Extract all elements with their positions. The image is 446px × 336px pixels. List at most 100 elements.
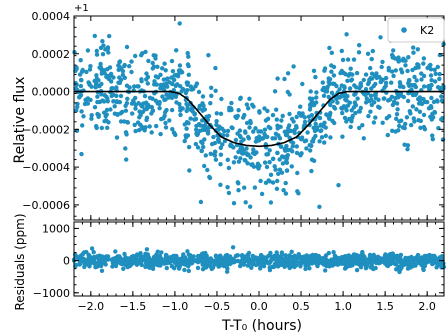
residual-point	[307, 266, 312, 271]
residual-point	[326, 250, 331, 256]
flux-point	[259, 191, 265, 197]
flux-point	[391, 48, 396, 53]
flux-point	[285, 128, 290, 133]
flux-point	[206, 113, 212, 119]
flux-point	[94, 52, 100, 57]
flux-point	[373, 81, 378, 87]
flux-point	[405, 98, 411, 104]
flux-point	[241, 115, 246, 120]
flux-point	[162, 113, 167, 119]
flux-point	[347, 100, 352, 105]
residual-point	[342, 266, 348, 271]
flux-point	[88, 97, 93, 103]
flux-point	[107, 33, 112, 39]
flux-point	[372, 100, 377, 105]
flux-point	[180, 106, 185, 111]
flux-point	[407, 78, 412, 83]
flux-point	[79, 78, 84, 83]
legend-marker	[401, 27, 407, 33]
flux-point	[421, 84, 427, 89]
flux-point	[312, 128, 318, 134]
flux-point	[125, 120, 131, 125]
flux-point	[250, 162, 255, 167]
flux-point	[437, 71, 442, 77]
flux-point	[233, 137, 239, 143]
residual-point	[96, 259, 101, 265]
flux-point	[338, 70, 343, 76]
flux-point	[283, 191, 289, 196]
x-tick-label: 0.0	[250, 300, 268, 313]
flux-point	[421, 61, 426, 66]
flux-point	[327, 45, 332, 51]
residual-point	[313, 252, 319, 258]
flux-point	[351, 57, 357, 62]
flux-point	[241, 137, 246, 142]
flux-point	[182, 122, 187, 127]
flux-point	[274, 186, 280, 191]
flux-point	[137, 109, 142, 114]
flux-point	[270, 180, 276, 185]
flux-point	[100, 52, 106, 57]
flux-point	[129, 101, 135, 106]
flux-point	[355, 96, 360, 101]
flux-point	[118, 93, 124, 99]
flux-point	[357, 43, 362, 48]
residual-point	[279, 253, 284, 258]
flux-point	[302, 115, 307, 120]
residual-point	[89, 246, 95, 251]
flux-point	[150, 60, 155, 66]
flux-point	[139, 104, 145, 109]
flux-point	[100, 39, 105, 44]
flux-point	[192, 112, 197, 117]
flux-point	[435, 85, 441, 90]
residual-point	[268, 250, 273, 256]
residual-point	[197, 256, 202, 262]
flux-point	[115, 112, 120, 117]
flux-point	[194, 127, 199, 132]
flux-point	[431, 99, 437, 105]
flux-point	[173, 83, 178, 89]
flux-point	[247, 125, 252, 130]
flux-point	[354, 85, 359, 90]
flux-point	[414, 78, 419, 83]
flux-point	[153, 56, 158, 61]
flux-point	[274, 107, 279, 112]
flux-point	[193, 116, 199, 122]
residual-point	[183, 262, 188, 267]
flux-point	[85, 48, 91, 53]
flux-point	[403, 121, 408, 127]
flux-point	[290, 144, 295, 149]
residual-point	[191, 254, 196, 259]
flux-point	[174, 48, 179, 53]
flux-point	[331, 73, 337, 78]
residual-point	[251, 259, 256, 264]
flux-point	[418, 125, 423, 130]
flux-point	[405, 68, 410, 74]
flux-panel: −0.0006 −0.0004 −0.0002 0.0000 0.0002 0.0004	[22, 10, 446, 221]
flux-point	[328, 135, 333, 140]
flux-point	[365, 51, 371, 56]
flux-point	[380, 120, 385, 126]
flux-point	[441, 86, 446, 91]
flux-point	[248, 120, 253, 126]
flux-point	[89, 113, 94, 118]
flux-point	[200, 94, 206, 99]
flux-point	[146, 58, 151, 64]
flux-point	[302, 123, 307, 128]
flux-point	[82, 101, 88, 107]
flux-point	[361, 77, 366, 83]
flux-point	[218, 111, 224, 117]
flux-point	[416, 96, 421, 102]
residual-point	[325, 262, 331, 268]
x-axis-title: T-T₀ (hours)	[221, 318, 302, 334]
flux-point	[304, 146, 309, 151]
flux-point	[419, 77, 424, 82]
flux-point	[418, 100, 423, 105]
flux-point	[399, 118, 404, 123]
flux-point	[356, 50, 362, 55]
residual-point	[421, 266, 426, 272]
flux-point	[257, 134, 262, 139]
flux-point	[371, 120, 377, 125]
flux-point	[144, 106, 149, 112]
flux-point	[428, 114, 433, 120]
